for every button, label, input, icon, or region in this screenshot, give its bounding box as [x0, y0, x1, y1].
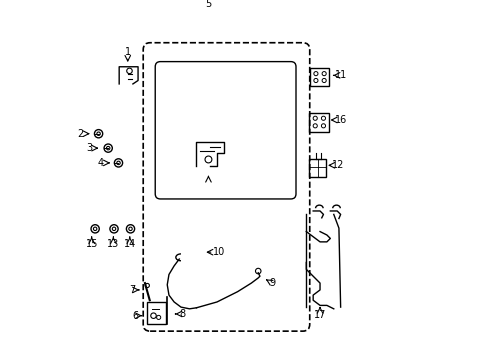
Text: 3: 3 — [86, 143, 92, 153]
Text: 12: 12 — [331, 160, 344, 170]
Text: 16: 16 — [334, 115, 346, 125]
Text: 1: 1 — [124, 48, 131, 57]
Text: 5: 5 — [205, 0, 211, 9]
Bar — [308, 113, 328, 132]
Text: 14: 14 — [123, 239, 136, 249]
Text: 8: 8 — [179, 309, 185, 319]
Text: 11: 11 — [334, 70, 347, 80]
Text: 15: 15 — [85, 239, 98, 249]
Text: 10: 10 — [212, 247, 224, 257]
Text: 7: 7 — [128, 285, 135, 295]
Text: 6: 6 — [132, 311, 138, 321]
Text: 13: 13 — [107, 239, 119, 249]
Bar — [308, 159, 325, 177]
Bar — [146, 302, 165, 324]
Text: 9: 9 — [269, 278, 275, 288]
Text: 2: 2 — [78, 129, 83, 139]
Text: 17: 17 — [313, 310, 325, 320]
Bar — [309, 68, 328, 86]
Text: 4: 4 — [98, 158, 104, 168]
